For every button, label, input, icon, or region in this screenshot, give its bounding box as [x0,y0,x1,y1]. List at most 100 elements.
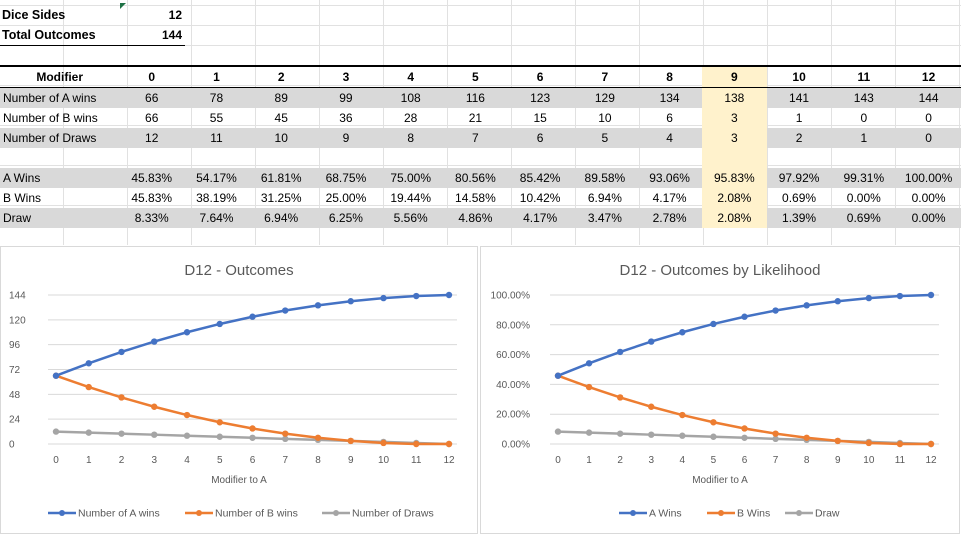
percent-cell[interactable]: 68.75% [313,168,379,188]
count-cell[interactable]: 5 [572,128,638,148]
percent-cell[interactable]: 1.39% [766,208,832,228]
row-label[interactable]: Number of A wins [0,87,120,108]
empty-cell[interactable] [0,148,119,168]
percent-cell[interactable]: 45.83% [119,168,185,188]
empty-cell[interactable] [896,148,961,168]
percent-cell[interactable]: 6.94% [587,191,622,205]
modifier-cell[interactable]: 2 [248,65,314,88]
empty-cell[interactable] [184,148,249,168]
percent-cell[interactable]: 97.92% [766,168,832,188]
modifier-cell[interactable]: 11 [831,65,897,88]
percent-cell[interactable]: 6.25% [313,208,379,228]
percent-cell[interactable]: 0.69% [782,191,817,205]
modifier-cell[interactable]: 8 [637,65,702,88]
count-cell[interactable]: 28 [403,111,418,125]
count-cell[interactable]: 143 [831,87,897,108]
empty-cell[interactable] [314,148,379,168]
percent-cell[interactable]: 4.17% [507,208,573,228]
count-cell[interactable]: 134 [637,87,702,108]
count-cell[interactable]: 66 [119,87,185,108]
count-cell[interactable]: 1 [795,111,803,125]
count-cell[interactable]: 4 [637,128,702,148]
row-label[interactable]: Number of Draws [0,128,120,148]
count-cell[interactable]: 0 [896,128,961,148]
count-cell[interactable]: 6 [666,111,673,125]
modifier-cell[interactable]: 5 [443,65,508,88]
modifier-cell[interactable]: 4 [378,65,444,88]
modifier-cell[interactable]: 7 [572,65,638,88]
count-cell[interactable]: 123 [507,87,573,108]
modifier-cell[interactable]: 12 [896,65,961,88]
percent-cell[interactable]: 8.33% [119,208,185,228]
count-cell[interactable]: 6 [507,128,573,148]
percent-cell[interactable]: 99.31% [831,168,897,188]
percent-cell[interactable]: 4.86% [443,208,508,228]
percent-cell[interactable]: 3.47% [572,208,638,228]
percent-cell[interactable]: 38.19% [196,191,237,205]
modifier-cell[interactable]: 6 [507,65,573,88]
count-cell[interactable]: 0 [925,111,932,125]
count-cell[interactable]: 78 [184,87,249,108]
dice-sides-label[interactable]: Dice Sides [2,8,66,22]
count-cell[interactable]: 10 [248,128,314,148]
percent-cell[interactable]: 45.83% [131,191,173,205]
percent-cell[interactable]: 85.42% [507,168,573,188]
percent-cell[interactable]: 100.00% [896,168,961,188]
count-cell[interactable]: 10 [598,111,612,125]
percent-cell[interactable]: 31.25% [260,191,302,205]
count-cell[interactable]: 7 [443,128,508,148]
count-cell[interactable]: 129 [572,87,638,108]
modifier-header[interactable]: Modifier [0,65,120,88]
count-cell[interactable]: 11 [184,128,249,148]
empty-cell[interactable] [249,148,314,168]
count-cell[interactable]: 3 [701,108,767,128]
count-cell[interactable]: 116 [443,87,508,108]
empty-cell[interactable] [767,148,832,168]
count-cell[interactable]: 21 [468,111,483,125]
count-cell[interactable]: 99 [313,87,379,108]
count-cell[interactable]: 108 [378,87,444,108]
modifier-cell[interactable]: 9 [701,65,767,88]
count-cell[interactable]: 36 [339,111,353,125]
count-cell[interactable]: 1 [831,128,897,148]
count-cell[interactable]: 2 [766,128,832,148]
row-label[interactable]: Number of B wins [3,111,98,125]
likelihood-chart[interactable]: D12 - Outcomes by Likelihood 0.00% 20.00% 4… [480,246,960,534]
total-outcomes-label[interactable]: Total Outcomes [2,28,96,42]
percent-cell[interactable]: 89.58% [572,168,638,188]
percent-cell[interactable]: 19.44% [390,191,432,205]
row-label[interactable]: A Wins [0,168,120,188]
count-cell[interactable]: 144 [896,87,961,108]
row-label[interactable]: Draw [0,208,120,228]
count-cell[interactable]: 8 [378,128,444,148]
dice-sides-value[interactable]: 12 [168,8,182,22]
modifier-cell[interactable]: 10 [766,65,832,88]
count-cell[interactable]: 55 [209,111,224,125]
count-cell[interactable]: 3 [701,128,767,148]
percent-cell[interactable]: 5.56% [378,208,444,228]
percent-cell[interactable]: 14.58% [455,191,496,205]
percent-cell[interactable]: 93.06% [637,168,702,188]
count-cell[interactable]: 89 [248,87,314,108]
empty-cell[interactable] [573,148,638,168]
empty-cell[interactable] [443,148,508,168]
percent-cell[interactable]: 4.17% [652,191,687,205]
percent-cell[interactable]: 95.83% [701,168,767,188]
empty-cell[interactable] [508,148,573,168]
empty-cell[interactable] [637,148,702,168]
percent-cell[interactable]: 10.42% [519,191,561,205]
count-cell[interactable]: 0 [860,111,868,125]
modifier-cell[interactable]: 0 [119,65,185,88]
percent-cell[interactable]: 25.00% [325,191,367,205]
percent-cell[interactable]: 0.00% [846,191,881,205]
empty-cell[interactable] [119,148,184,168]
total-outcomes-value[interactable]: 144 [161,28,182,42]
percent-cell[interactable]: 0.00% [911,191,946,205]
percent-cell[interactable]: 6.94% [248,208,314,228]
empty-cell[interactable] [378,148,443,168]
percent-cell[interactable]: 0.69% [831,208,897,228]
count-cell[interactable]: 12 [119,128,185,148]
percent-cell[interactable]: 61.81% [248,168,314,188]
percent-cell[interactable]: 2.08% [701,188,767,208]
percent-cell[interactable]: 80.56% [443,168,508,188]
